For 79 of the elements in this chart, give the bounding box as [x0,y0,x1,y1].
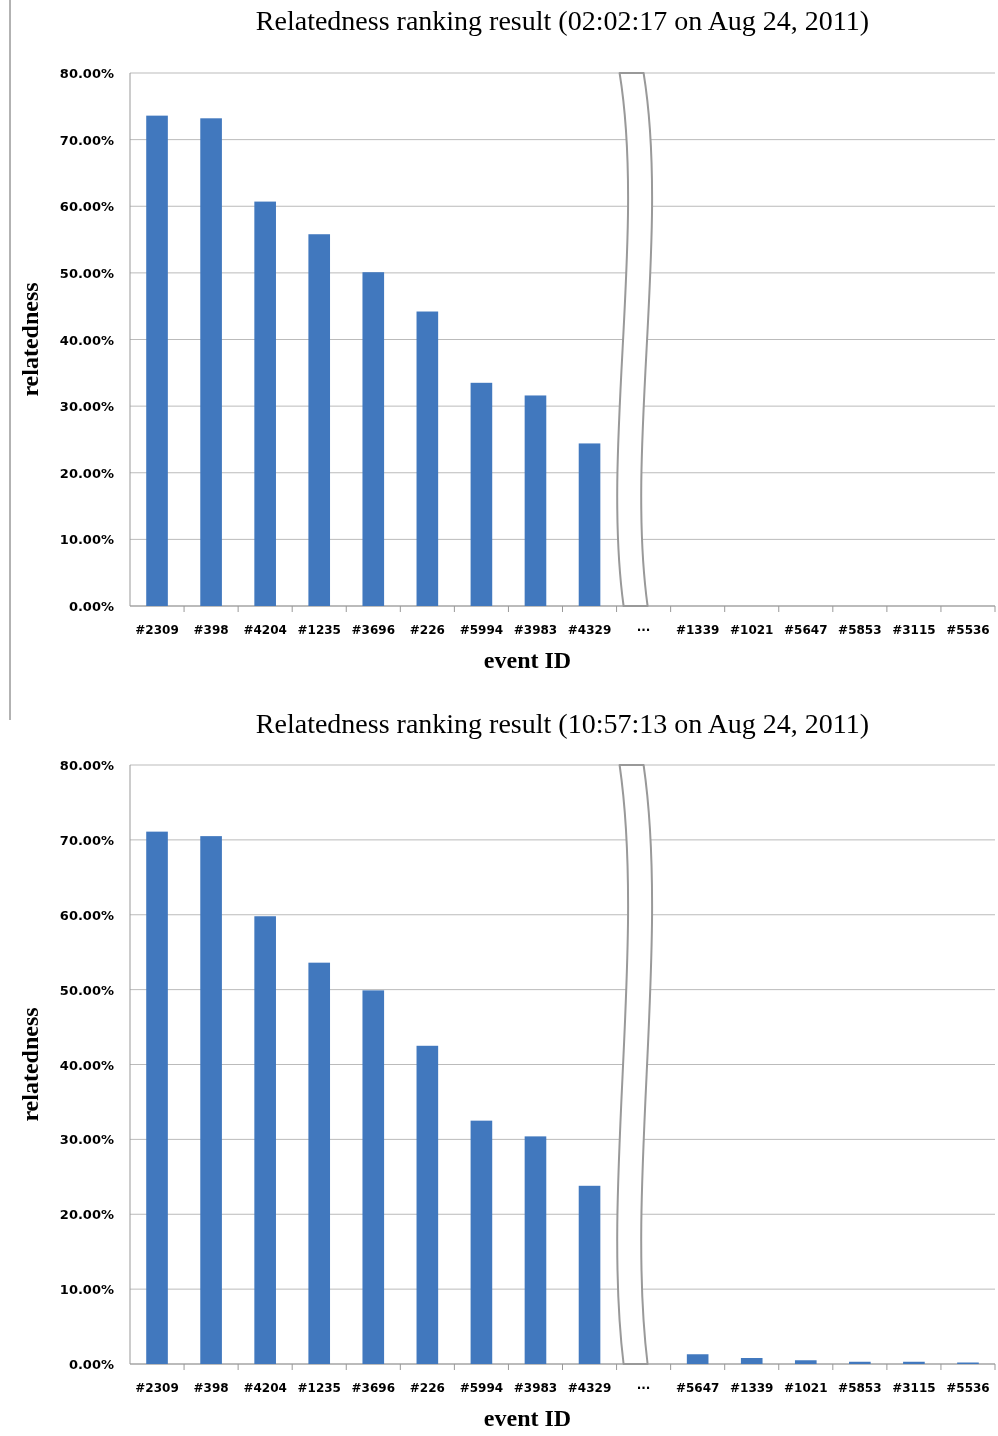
y-tick-label: 40.00% [59,1057,114,1073]
bar [794,1360,817,1364]
y-tick-label: 20.00% [59,1207,114,1223]
bar [416,311,439,606]
y-axis-title: relatedness [17,1007,43,1122]
bar [146,831,168,1364]
x-tick-label: #3983 [513,623,558,637]
chart-title: Relatedness ranking result (10:57:13 on Aug 24, 2011) [255,708,870,739]
x-tick-label: #226 [409,1381,445,1395]
y-tick-label: 30.00% [59,1132,114,1148]
x-tick-label: #3115 [892,1381,936,1395]
y-tick-label: 0.00% [68,1357,114,1372]
x-axis-title: event ID [483,1405,572,1431]
x-tick-label: #1235 [297,623,341,637]
y-tick-label: 10.00% [59,532,114,548]
y-tick-label: 80.00% [59,758,114,773]
x-tick-label: #5853 [838,623,882,637]
x-tick-label: #398 [193,1381,229,1395]
x-tick-label: #1235 [297,1381,341,1395]
x-tick-label: #3983 [513,1381,558,1395]
y-tick-label: 70.00% [59,832,114,848]
bar [740,1358,763,1364]
x-tick-label: #3696 [351,1381,396,1395]
bar [146,115,168,606]
bar [524,1136,547,1364]
y-tick-label: 80.00% [59,66,114,81]
x-tick-label: ··· [636,623,651,637]
x-tick-label: #4204 [243,1381,287,1395]
x-tick-label: #4204 [243,623,287,637]
bar [362,272,385,606]
x-tick-label: #5994 [459,1381,504,1395]
x-tick-label: #1339 [675,623,720,637]
y-tick-label: 0.00% [68,599,114,614]
x-tick-label: #4329 [567,1381,612,1395]
x-tick-label: #2309 [135,623,179,637]
x-tick-label: #5853 [838,1381,882,1395]
y-tick-label: 50.00% [59,265,114,281]
bar [578,443,601,606]
bar [686,1354,709,1364]
bar [524,395,547,606]
x-tick-label: #2309 [135,1381,179,1395]
x-tick-label: #226 [409,623,445,637]
x-tick-label: #1339 [729,1381,774,1395]
bar [308,234,331,606]
bar [200,836,222,1364]
x-axis-title: event ID [483,647,572,673]
bar [849,1361,871,1364]
bar [578,1185,601,1364]
x-tick-label: #5647 [675,1381,720,1395]
x-tick-label: #5536 [946,1381,990,1395]
x-tick-label: #3696 [351,623,396,637]
y-tick-label: 40.00% [59,332,114,348]
bar [470,1120,493,1364]
bar [200,118,222,606]
y-tick-label: 50.00% [59,982,114,998]
x-tick-label: #3115 [892,623,936,637]
bar [308,962,331,1364]
y-axis-title: relatedness [17,282,43,397]
bar [903,1361,925,1364]
y-tick-label: 70.00% [59,132,114,148]
x-tick-label: #5994 [459,623,504,637]
x-tick-label: #1021 [784,1381,828,1395]
bar [470,382,493,606]
bar [254,201,276,606]
y-tick-label: 20.00% [59,465,114,481]
x-tick-label: #398 [193,623,229,637]
bar [362,990,385,1364]
x-tick-label: #4329 [567,623,612,637]
x-tick-label: ··· [636,1381,651,1395]
x-tick-label: #1021 [729,623,774,637]
y-tick-label: 30.00% [59,399,114,415]
chart-title: Relatedness ranking result (02:02:17 on Aug 24, 2011) [255,5,870,36]
y-tick-label: 60.00% [59,199,114,215]
x-tick-label: #5647 [784,623,828,637]
y-tick-label: 10.00% [59,1282,114,1298]
bar [416,1045,439,1364]
x-tick-label: #5536 [946,623,990,637]
bar [254,916,276,1364]
y-tick-label: 60.00% [59,907,114,923]
